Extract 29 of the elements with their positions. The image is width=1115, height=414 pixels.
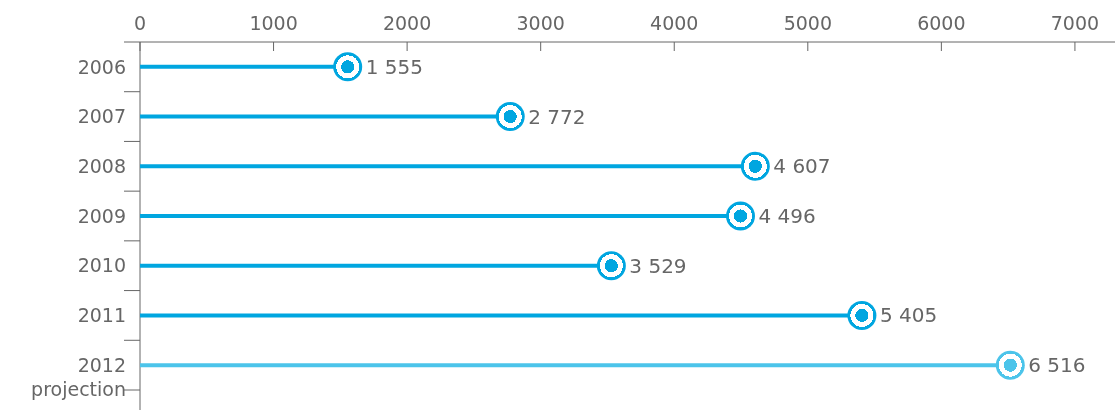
data-label: 6 516 (1028, 353, 1086, 378)
x-tick-label: 6000 (917, 12, 966, 34)
data-label: 4 607 (773, 154, 831, 179)
data-label: 4 496 (758, 204, 816, 228)
point (847, 300, 877, 330)
x-tick-label: 1000 (249, 12, 298, 34)
y-tick-label: 2012 projection (31, 353, 126, 401)
data-label: 5 405 (879, 303, 938, 328)
y-tick-label: 2008 (77, 154, 126, 177)
x-tick-label: 5000 (783, 12, 832, 34)
point (333, 52, 363, 82)
point (995, 350, 1025, 380)
x-tick-label: 7000 (1050, 12, 1100, 34)
data-label: 1 555 (365, 54, 423, 79)
y-tick-label: 2007 (77, 105, 126, 128)
point (596, 251, 626, 281)
point (740, 151, 770, 181)
data-label: 3 529 (629, 253, 687, 278)
y-tick-label: 2009 (77, 204, 126, 227)
data-label: 2 772 (528, 104, 586, 129)
point (495, 102, 525, 132)
y-tick-label: 2006 (77, 55, 126, 78)
y-tick-label: 2011 (77, 304, 126, 327)
point (725, 201, 755, 231)
x-tick-label: 4000 (650, 12, 699, 34)
y-tick-label: 2010 (77, 254, 126, 277)
x-tick-label: 0 (133, 12, 147, 34)
x-tick-label: 2000 (382, 12, 432, 34)
x-tick-label: 3000 (516, 12, 565, 34)
